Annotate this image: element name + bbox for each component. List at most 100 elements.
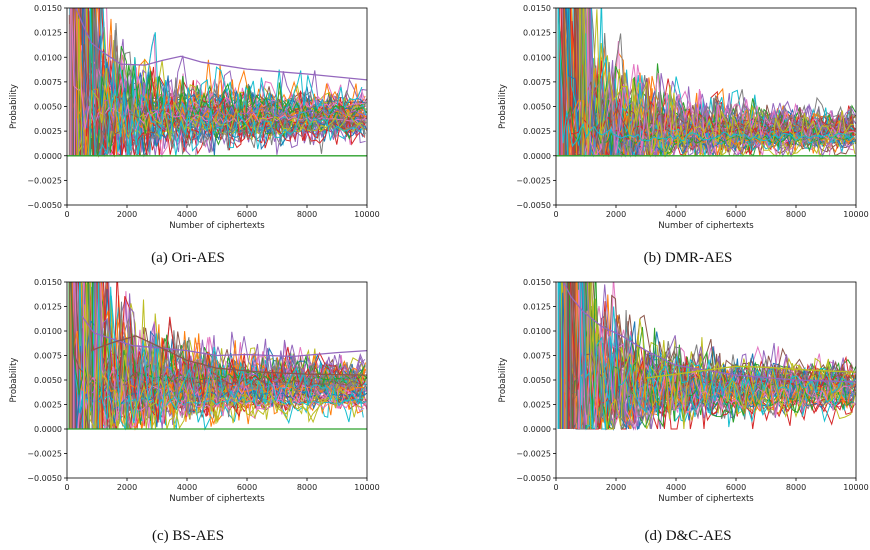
x-tick-label: 0: [553, 483, 558, 492]
y-tick-label: 0.0075: [523, 78, 551, 87]
series-group: [67, 8, 367, 158]
x-tick-label: 0: [64, 210, 69, 219]
x-tick-label: 4000: [177, 483, 197, 492]
series-line: [582, 8, 854, 158]
series-group: [556, 8, 856, 158]
subfigure-caption: (a) Ori-AES: [151, 250, 225, 266]
y-tick-label: 0.0025: [34, 127, 62, 136]
series-line: [84, 304, 363, 430]
y-tick-label: 0.0025: [523, 401, 551, 410]
y-axis-label: Probability: [9, 358, 19, 403]
x-tick-label: 2000: [606, 483, 626, 492]
y-tick-label: 0.0075: [523, 352, 551, 361]
x-tick-label: 6000: [726, 210, 746, 219]
series-line: [71, 8, 366, 156]
x-tick-label: 10000: [354, 483, 379, 492]
panel-dc-aes: −0.0050 −0.0025 0.0000 0.0025 0.0050 0.0075 0.…: [498, 278, 869, 544]
series-line: [94, 282, 366, 429]
y-tick-label: 0.0150: [523, 4, 551, 13]
x-tick-label: 4000: [666, 210, 686, 219]
x-tick-label: 8000: [297, 483, 317, 492]
y-tick-label: 0.0075: [34, 352, 62, 361]
x-tick-label: 6000: [237, 210, 257, 219]
y-tick-label: 0.0000: [34, 425, 62, 434]
y-tick-label: −0.0050: [27, 474, 62, 483]
x-tick-label: 10000: [843, 483, 868, 492]
y-tick-label: 0.0000: [523, 152, 551, 161]
x-tick-label: 0: [64, 483, 69, 492]
subfigure-caption: (d) D&C-AES: [644, 528, 731, 544]
series-line: [586, 282, 853, 430]
series-line: [95, 11, 366, 157]
y-tick-label: 0.0100: [34, 53, 62, 62]
y-tick-label: −0.0050: [516, 201, 551, 210]
y-tick-label: 0.0000: [34, 152, 62, 161]
highlight-series-line: [81, 315, 367, 358]
y-tick-label: −0.0025: [27, 176, 62, 185]
y-tick-label: −0.0025: [516, 176, 551, 185]
x-tick-label: 6000: [726, 483, 746, 492]
x-tick-label: 8000: [786, 483, 806, 492]
y-tick-label: 0.0100: [34, 327, 62, 336]
y-tick-label: 0.0125: [523, 29, 551, 38]
series-line: [562, 8, 855, 157]
panel-dmr-aes: −0.0050 −0.0025 0.0000 0.0025 0.0050 0.0075 0.…: [498, 4, 869, 266]
series-line: [83, 282, 365, 430]
y-tick-label: 0.0050: [523, 376, 551, 385]
y-tick-label: −0.0050: [27, 201, 62, 210]
y-tick-label: 0.0075: [34, 78, 62, 87]
x-tick-label: 2000: [117, 210, 137, 219]
y-tick-label: 0.0025: [34, 401, 62, 410]
x-tick-label: 0: [553, 210, 558, 219]
x-tick-label: 6000: [237, 483, 257, 492]
series-group: [67, 282, 367, 431]
y-tick-label: 0.0050: [523, 103, 551, 112]
x-tick-label: 2000: [117, 483, 137, 492]
subfigure-caption: (c) BS-AES: [152, 528, 224, 544]
y-axis-label: Probability: [498, 358, 508, 403]
highlight-series-line: [75, 8, 367, 81]
x-axis-label: Number of ciphertexts: [169, 494, 265, 504]
series-line: [89, 8, 365, 156]
y-tick-label: 0.0050: [34, 376, 62, 385]
series-line: [579, 282, 854, 431]
y-tick-label: 0.0125: [34, 29, 62, 38]
y-tick-label: 0.0100: [523, 53, 551, 62]
x-tick-label: 10000: [843, 210, 868, 219]
y-tick-label: 0.0150: [523, 278, 551, 287]
panel-bs-aes: −0.0050 −0.0025 0.0000 0.0025 0.0050 0.0075 0.…: [9, 278, 380, 544]
y-tick-label: 0.0050: [34, 103, 62, 112]
series-line: [99, 282, 366, 431]
x-tick-label: 8000: [297, 210, 317, 219]
series-line: [97, 282, 363, 431]
series-line: [89, 8, 362, 157]
highlight-series-line: [562, 282, 856, 383]
series-line: [557, 8, 855, 156]
series-line: [78, 18, 364, 157]
y-axis-label: Probability: [9, 84, 19, 129]
series-line: [87, 8, 366, 156]
series-group: [557, 282, 856, 431]
y-tick-label: −0.0025: [516, 450, 551, 459]
y-tick-label: 0.0125: [523, 303, 551, 312]
series-line: [88, 283, 366, 430]
y-tick-label: −0.0025: [27, 450, 62, 459]
y-tick-label: 0.0025: [523, 127, 551, 136]
x-tick-label: 8000: [786, 210, 806, 219]
subfigure-caption: (b) DMR-AES: [644, 250, 733, 266]
y-tick-label: 0.0100: [523, 327, 551, 336]
x-axis-label: Number of ciphertexts: [658, 494, 754, 504]
series-line: [559, 8, 856, 156]
x-axis-label: Number of ciphertexts: [169, 221, 265, 231]
y-tick-label: 0.0125: [34, 303, 62, 312]
x-tick-label: 10000: [354, 210, 379, 219]
y-axis-label: Probability: [498, 84, 508, 129]
x-axis-label: Number of ciphertexts: [658, 221, 754, 231]
highlight-series-line: [90, 335, 367, 376]
y-tick-label: 0.0000: [523, 425, 551, 434]
x-tick-label: 4000: [666, 483, 686, 492]
x-tick-label: 4000: [177, 210, 197, 219]
panel-ori-aes: −0.0050 −0.0025 0.0000 0.0025 0.0050 0.0075 0.…: [9, 4, 380, 266]
highlight-series-line: [645, 365, 856, 379]
